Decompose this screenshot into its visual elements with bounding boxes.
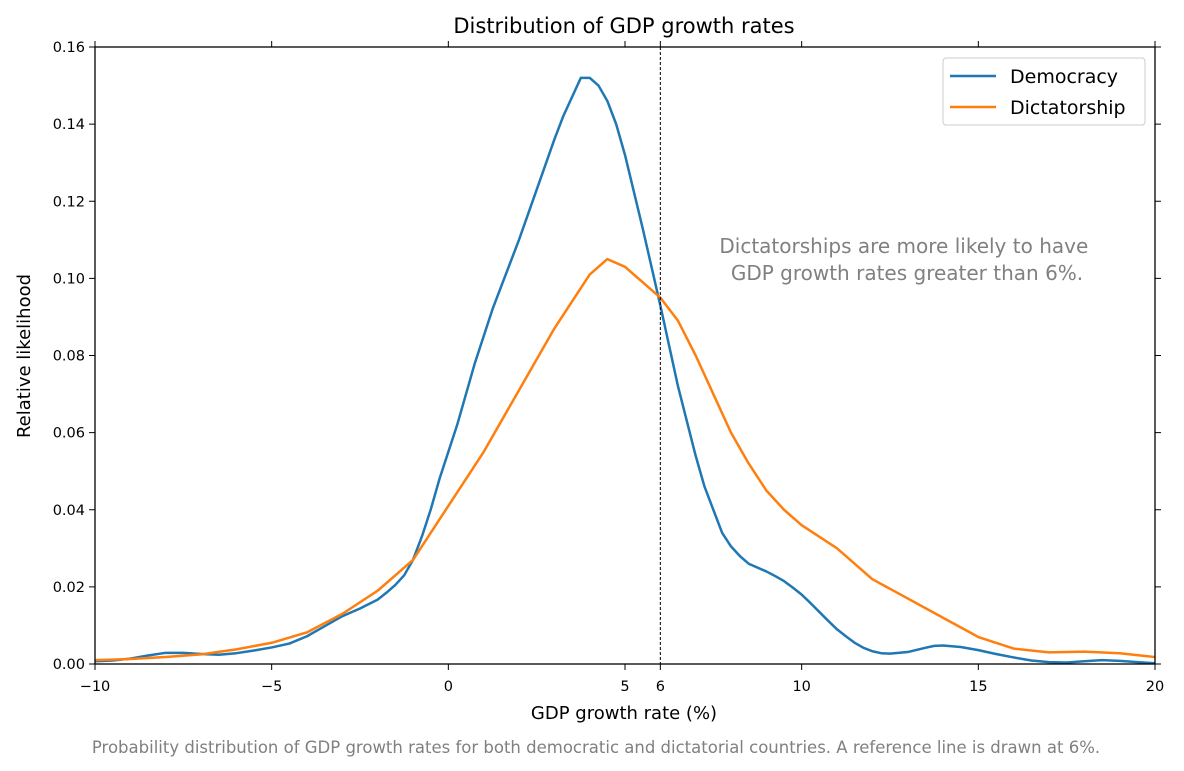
x-axis-label: GDP growth rate (%)	[531, 703, 717, 724]
chart-title: Distribution of GDP growth rates	[453, 14, 794, 38]
y-tick-label: 0.04	[53, 503, 85, 519]
x-tick-label: 15	[969, 679, 987, 695]
x-tick-label: 20	[1146, 679, 1164, 695]
x-tick-label: 10	[792, 679, 810, 695]
y-tick-label: 0.10	[53, 271, 85, 287]
plot-area: −10 −5 0 5 6 10 15 20 0.000.020.040.060.080.100…	[53, 40, 1165, 695]
y-tick-label: 0.06	[53, 426, 85, 442]
chart-annotation: Dictatorships are more likely to have GD…	[719, 234, 1094, 285]
series-layer	[94, 76, 1156, 665]
annotation-line-1: Dictatorships are more likely to have	[719, 234, 1088, 258]
legend-label-democracy: Democracy	[1010, 66, 1118, 88]
x-tick-label: 5	[620, 679, 629, 695]
y-tick-label: 0.00	[53, 657, 85, 673]
x-tick-label: 0	[444, 679, 453, 695]
y-tick-label: 0.16	[53, 40, 85, 56]
y-tick-label: 0.02	[53, 580, 85, 596]
chart-caption: Probability distribution of GDP growth r…	[92, 738, 1100, 757]
y-tick-label: 0.08	[53, 349, 85, 365]
y-axis-label: Relative likelihood	[14, 274, 35, 438]
legend: Democracy Dictatorship	[942, 57, 1146, 126]
x-tick-label: 6	[656, 679, 665, 695]
x-tick-label: −5	[261, 679, 282, 695]
series-line-democracy	[94, 76, 1156, 665]
annotation-line-2: GDP growth rates greater than 6%.	[731, 261, 1083, 285]
y-axis-ticks: 0.00 0.02 0.04 0.06 0.08 0.10 0.12 0.14 0.16	[53, 40, 1161, 673]
x-tick-label: −10	[80, 679, 111, 695]
y-tick-label: 0.12	[53, 194, 85, 210]
series-line-dictatorship	[94, 257, 1156, 662]
y-tick-label: 0.14	[53, 117, 85, 133]
x-axis-ticks: −10 −5 0 5 6 10 15 20	[80, 41, 1164, 695]
legend-label-dictatorship: Dictatorship	[1010, 97, 1126, 119]
